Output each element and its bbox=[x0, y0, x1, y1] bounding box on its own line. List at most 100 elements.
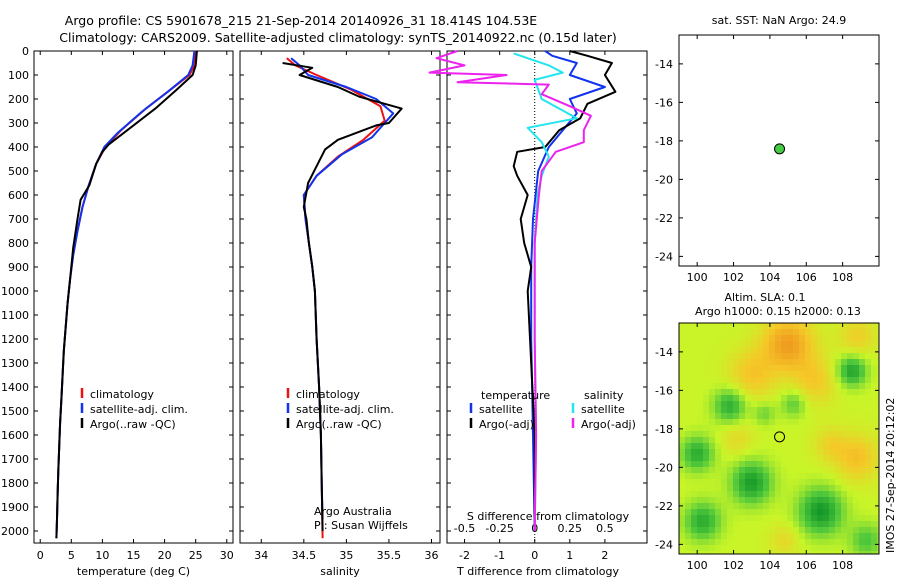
heat-cell bbox=[691, 527, 697, 533]
heat-cell bbox=[823, 395, 829, 401]
heat-cell bbox=[877, 539, 879, 545]
heat-cell bbox=[793, 533, 799, 539]
heat-cell bbox=[811, 479, 817, 485]
y-tick-label: 1100 bbox=[1, 309, 29, 322]
heat-cell bbox=[721, 377, 727, 383]
heat-cell bbox=[715, 551, 721, 554]
heat-cell bbox=[805, 419, 811, 425]
heat-cell bbox=[877, 467, 879, 473]
heat-cell bbox=[745, 539, 751, 545]
heat-cell bbox=[787, 545, 793, 551]
heat-cell bbox=[709, 449, 715, 455]
heat-cell bbox=[751, 521, 757, 527]
argo-position-marker bbox=[774, 143, 786, 155]
heat-cell bbox=[811, 449, 817, 455]
s-tick-label: 0.25 bbox=[558, 522, 583, 535]
heat-cell bbox=[853, 479, 859, 485]
series-t-satellite bbox=[530, 50, 606, 532]
heat-cell bbox=[865, 491, 871, 497]
heat-cell bbox=[835, 503, 841, 509]
y-tick-label: -16 bbox=[655, 96, 673, 109]
heat-cell bbox=[805, 359, 811, 365]
heat-cell bbox=[877, 443, 879, 449]
heat-cell bbox=[775, 365, 781, 371]
heat-cell bbox=[823, 419, 829, 425]
x-tick-label: 100 bbox=[687, 559, 708, 572]
heat-cell bbox=[865, 341, 871, 347]
heat-cell bbox=[823, 407, 829, 413]
x-tick-label: 35 bbox=[339, 549, 353, 562]
heat-cell bbox=[691, 359, 697, 365]
heat-cell bbox=[877, 437, 879, 443]
heat-cell bbox=[769, 341, 775, 347]
heat-cell bbox=[715, 395, 721, 401]
heat-cell bbox=[805, 329, 811, 335]
heat-cell bbox=[853, 533, 859, 539]
heat-cell bbox=[877, 383, 879, 389]
heat-cell bbox=[847, 515, 853, 521]
heat-cell bbox=[685, 473, 691, 479]
heat-cell bbox=[757, 443, 763, 449]
heat-cell bbox=[769, 491, 775, 497]
heat-cell bbox=[685, 413, 691, 419]
heat-cell bbox=[835, 323, 841, 329]
temperature-panel: 0100200300400500600700800900100011001200… bbox=[1, 45, 234, 578]
heat-cell bbox=[811, 467, 817, 473]
heat-cell bbox=[799, 377, 805, 383]
heat-cell bbox=[877, 377, 879, 383]
heat-cell bbox=[799, 551, 805, 554]
heat-cell bbox=[865, 515, 871, 521]
heat-cell bbox=[691, 419, 697, 425]
x-tick-label: 0 bbox=[37, 549, 44, 562]
x-tick-label: 36 bbox=[424, 549, 438, 562]
heat-cell bbox=[781, 401, 787, 407]
heat-cell bbox=[727, 359, 733, 365]
heat-cell bbox=[769, 407, 775, 413]
heat-cell bbox=[805, 341, 811, 347]
heat-cell bbox=[871, 509, 877, 515]
y-tick-label: -22 bbox=[655, 212, 673, 225]
heat-cell bbox=[811, 341, 817, 347]
heat-cell bbox=[757, 479, 763, 485]
heat-cell bbox=[703, 485, 709, 491]
heat-cell bbox=[787, 425, 793, 431]
heat-cell bbox=[859, 437, 865, 443]
heat-cell bbox=[721, 353, 727, 359]
heat-cell bbox=[871, 467, 877, 473]
heat-cell bbox=[787, 443, 793, 449]
heat-cell bbox=[865, 449, 871, 455]
heat-cell bbox=[733, 503, 739, 509]
heat-cell bbox=[679, 467, 685, 473]
heat-cell bbox=[733, 515, 739, 521]
heat-cell bbox=[859, 467, 865, 473]
y-tick-label: 1400 bbox=[1, 381, 29, 394]
heat-cell bbox=[805, 485, 811, 491]
heat-cell bbox=[841, 515, 847, 521]
heat-cell bbox=[787, 377, 793, 383]
heat-cell bbox=[769, 509, 775, 515]
heat-cell bbox=[745, 533, 751, 539]
heat-cell bbox=[871, 377, 877, 383]
heat-cell bbox=[733, 335, 739, 341]
heat-cell bbox=[691, 551, 697, 554]
heat-cell bbox=[739, 491, 745, 497]
heat-cell bbox=[841, 425, 847, 431]
heat-cell bbox=[775, 347, 781, 353]
heat-cell bbox=[703, 395, 709, 401]
heat-cell bbox=[685, 371, 691, 377]
figure-title-line2: Climatology: CARS2009. Satellite-adjuste… bbox=[59, 30, 616, 45]
heat-cell bbox=[799, 383, 805, 389]
heat-cell bbox=[763, 503, 769, 509]
heat-cell bbox=[685, 485, 691, 491]
heat-cell bbox=[685, 419, 691, 425]
heat-cell bbox=[793, 329, 799, 335]
heat-cell bbox=[709, 401, 715, 407]
heat-cell bbox=[721, 341, 727, 347]
heat-cell bbox=[685, 323, 691, 329]
heat-cell bbox=[763, 467, 769, 473]
heat-cell bbox=[733, 341, 739, 347]
heat-cell bbox=[829, 425, 835, 431]
heat-cell bbox=[691, 383, 697, 389]
heat-cell bbox=[679, 533, 685, 539]
heat-cell bbox=[805, 461, 811, 467]
